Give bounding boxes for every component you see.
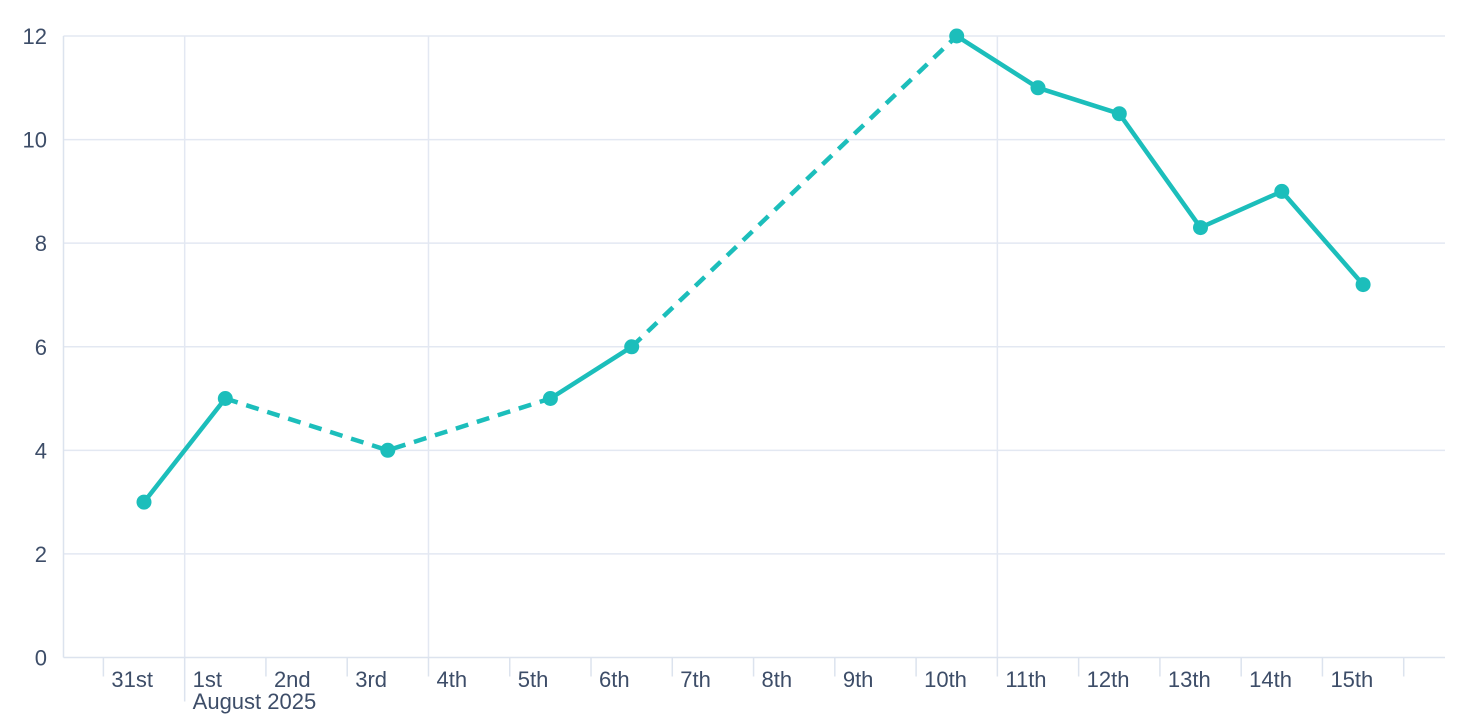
x-tick-label: 5th	[518, 667, 549, 692]
y-tick-label: 0	[35, 646, 47, 671]
x-tick-label: 8th	[762, 667, 793, 692]
x-axis-labels: 31st 1st 2nd 3rd 4th 5th 6th 7th 8th 9th 10th 11th 1…	[111, 667, 1373, 714]
y-tick-label: 6	[35, 335, 47, 360]
line-segment-solid	[548, 344, 634, 401]
line-segment-solid	[954, 33, 1366, 287]
data-point-markers	[136, 28, 1371, 510]
data-point-11th[interactable]	[1030, 80, 1046, 96]
line-segment-solid	[141, 396, 228, 505]
data-point-3rd[interactable]	[380, 442, 396, 458]
x-axis-ticks	[102, 657, 1405, 702]
x-tick-label: 4th	[436, 667, 467, 692]
data-point-6th[interactable]	[624, 339, 640, 355]
y-tick-label: 4	[35, 438, 47, 463]
x-tick-label: 1st	[193, 667, 222, 692]
x-gridlines	[183, 36, 999, 658]
x-tick-label: 13th	[1168, 667, 1211, 692]
x-tick-label: 11th	[1005, 667, 1046, 692]
x-tick-label: 14th	[1249, 667, 1292, 692]
data-point-31st[interactable]	[136, 494, 152, 510]
line-segment-dashed	[224, 396, 552, 453]
y-axis-labels: 0 2 4 6 8 10 12	[23, 24, 47, 671]
x-tick-label: 31st	[111, 667, 153, 692]
y-tick-label: 10	[23, 128, 47, 153]
y-gridlines	[63, 35, 1445, 555]
data-point-12th[interactable]	[1111, 106, 1127, 122]
series-daily-values	[141, 33, 1366, 505]
line-segment-dashed	[630, 34, 959, 349]
month-label: August 2025	[193, 689, 317, 714]
x-tick-label: 15th	[1330, 667, 1373, 692]
data-point-5th[interactable]	[542, 391, 558, 406]
x-tick-label: 12th	[1087, 667, 1130, 692]
x-tick-label: 10th	[924, 667, 967, 692]
x-tick-label: 9th	[843, 667, 874, 692]
data-point-10th[interactable]	[949, 28, 965, 44]
x-tick-label: 2nd	[274, 667, 311, 692]
y-tick-label: 8	[35, 231, 47, 256]
data-point-15th[interactable]	[1355, 277, 1371, 293]
data-point-13th[interactable]	[1193, 220, 1208, 236]
x-tick-label: 3rd	[355, 667, 387, 692]
x-tick-label: 7th	[680, 667, 711, 692]
y-tick-label: 12	[23, 24, 47, 49]
data-point-1st[interactable]	[217, 391, 233, 406]
data-point-14th[interactable]	[1274, 183, 1290, 199]
x-tick-label: 6th	[599, 667, 630, 692]
y-tick-label: 2	[35, 542, 47, 567]
